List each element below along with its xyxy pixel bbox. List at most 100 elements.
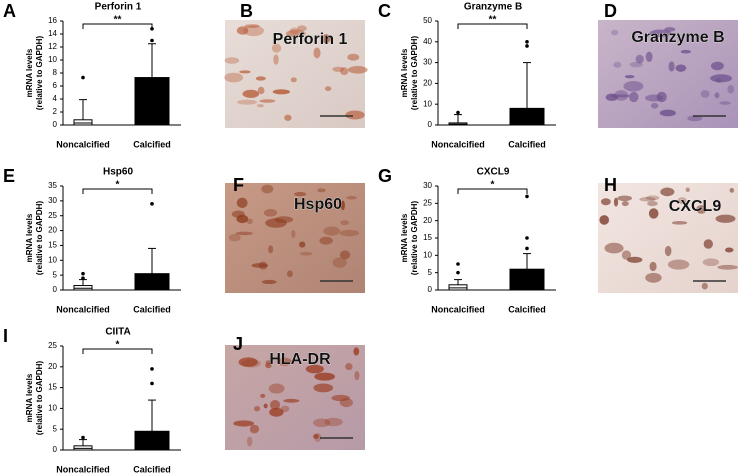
micrograph xyxy=(598,183,738,293)
stain xyxy=(313,432,322,442)
significance-bracket xyxy=(457,23,528,29)
panel-letter: B xyxy=(240,1,253,21)
y-tick-label: 10 xyxy=(423,99,432,108)
x-tick-label: Calcified xyxy=(508,139,546,149)
outlier xyxy=(150,38,154,43)
y-tick-label: 5 xyxy=(53,270,58,279)
stain xyxy=(645,51,653,62)
outlier xyxy=(456,262,460,266)
stain xyxy=(610,94,630,98)
stain xyxy=(621,250,632,260)
y-tick-label: 8 xyxy=(53,68,58,77)
stain xyxy=(624,75,635,79)
outlier xyxy=(525,194,529,199)
stain xyxy=(305,364,324,374)
stain xyxy=(645,94,664,102)
chart-title: CXCL9 xyxy=(477,167,510,178)
stain xyxy=(675,64,687,72)
significance-bracket xyxy=(457,188,528,194)
stain xyxy=(231,210,245,218)
stain xyxy=(727,85,735,94)
y-axis-label: mRNA levels xyxy=(25,373,34,422)
significance-bracket xyxy=(82,188,153,194)
stain xyxy=(701,282,708,290)
stain xyxy=(339,229,360,237)
stain xyxy=(710,61,724,71)
y-tick-label: 10 xyxy=(423,250,432,259)
stain xyxy=(604,242,624,254)
stain xyxy=(265,362,272,369)
stain xyxy=(239,70,251,74)
stain xyxy=(242,359,261,368)
stain xyxy=(280,405,290,413)
stain xyxy=(339,250,351,260)
x-tick-label: Noncalcified xyxy=(56,139,110,149)
stain xyxy=(263,403,268,409)
stain xyxy=(291,229,296,238)
stain xyxy=(256,104,264,108)
stain xyxy=(297,25,307,32)
stain xyxy=(659,109,676,117)
stain xyxy=(269,399,281,410)
outlier xyxy=(150,381,154,386)
stain xyxy=(623,80,644,92)
panel-letter: F xyxy=(233,175,244,195)
y-tick-label: 30 xyxy=(48,196,57,205)
stain xyxy=(729,187,735,193)
y-axis-label: mRNA levels xyxy=(400,213,409,262)
outlier xyxy=(81,271,85,276)
stain xyxy=(710,74,733,83)
stain xyxy=(664,27,676,32)
stain xyxy=(613,90,629,101)
outlier xyxy=(525,246,529,251)
stain xyxy=(346,195,357,200)
y-tick-label: 10 xyxy=(48,404,57,413)
stain xyxy=(613,61,622,68)
panel-letter: E xyxy=(3,166,15,186)
chart-title: Granzyme B xyxy=(464,2,522,13)
image-label: Granzyme B xyxy=(631,29,724,46)
y-axis-label: (relative to GAPDH) xyxy=(410,36,419,111)
box xyxy=(448,284,468,291)
stain xyxy=(314,372,336,381)
y-tick-label: 5 xyxy=(53,424,58,433)
stain xyxy=(668,61,675,72)
stain xyxy=(627,256,643,263)
image-label: Perforin 1 xyxy=(273,31,348,48)
x-tick-label: Noncalcified xyxy=(431,139,485,149)
stain xyxy=(224,72,244,83)
stain xyxy=(242,89,260,99)
x-tick-label: Calcified xyxy=(133,464,171,474)
stain xyxy=(649,261,657,272)
stain xyxy=(246,218,253,225)
stain xyxy=(332,257,347,268)
stain xyxy=(289,27,299,35)
stain xyxy=(696,205,707,214)
box xyxy=(134,430,170,451)
stain xyxy=(243,25,265,37)
stain xyxy=(354,370,360,381)
panel-letter: J xyxy=(233,334,243,354)
stain xyxy=(629,91,639,103)
y-tick-label: 5 xyxy=(428,268,433,277)
stain xyxy=(285,29,306,38)
image-label: Hsp60 xyxy=(294,196,342,213)
y-tick-label: 0 xyxy=(53,120,58,129)
outlier xyxy=(81,276,85,280)
y-tick-label: 16 xyxy=(48,16,57,25)
y-axis-label: (relative to GAPDH) xyxy=(35,201,44,276)
chart-title: Hsp60 xyxy=(103,167,133,178)
y-tick-label: 20 xyxy=(423,216,432,225)
stain xyxy=(286,270,293,278)
y-axis-label: mRNA levels xyxy=(25,48,34,97)
stain xyxy=(255,76,266,81)
stain xyxy=(236,26,249,35)
stain xyxy=(324,417,343,427)
y-tick-label: 35 xyxy=(48,181,57,190)
stain xyxy=(639,197,656,202)
stain xyxy=(715,214,736,223)
stain xyxy=(331,394,350,402)
panel-letter: D xyxy=(604,1,617,21)
stain xyxy=(353,347,360,356)
stain xyxy=(251,263,269,268)
